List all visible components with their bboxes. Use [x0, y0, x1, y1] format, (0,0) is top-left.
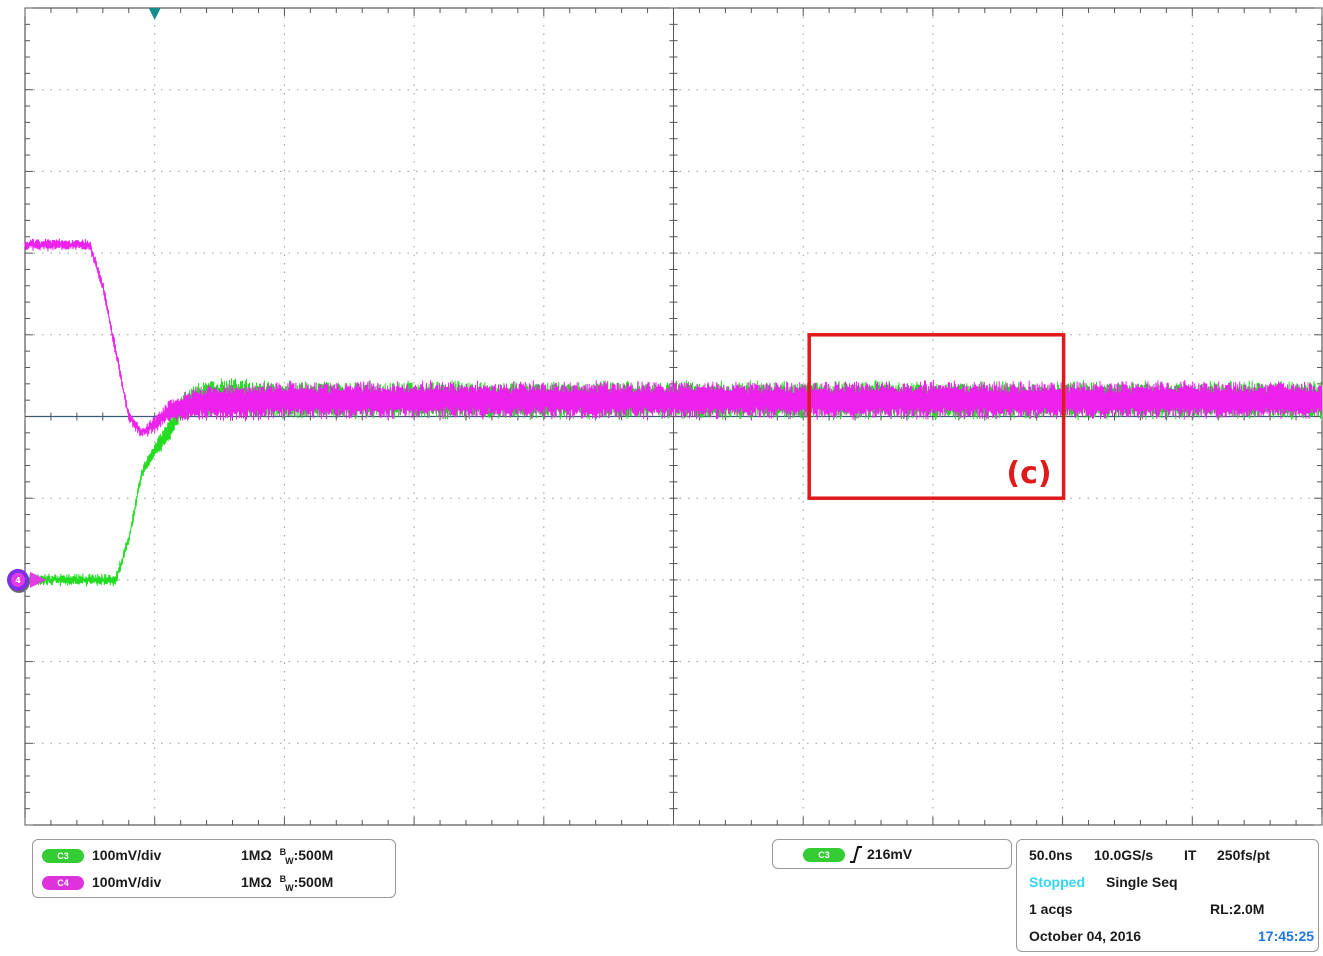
channel-c4-coupling: 1MΩ BW:500M: [241, 874, 334, 893]
rising-edge-icon: [850, 846, 862, 863]
markers: 4: [7, 8, 161, 593]
traces: [24, 238, 1323, 587]
acquisition-status[interactable]: Stopped: [1029, 874, 1085, 890]
capture-date: October 04, 2016: [1029, 928, 1142, 944]
annotation-label: (c): [1006, 456, 1051, 491]
acquisition-count: 1 acqs: [1029, 901, 1073, 917]
timebase-value: 50.0ns: [1029, 847, 1073, 863]
interpolation-mode: IT: [1184, 847, 1197, 863]
trigger-source-badge[interactable]: C3: [803, 848, 845, 862]
record-length: RL:2.0M: [1210, 901, 1265, 917]
ground-marker-label: 4: [15, 576, 21, 585]
trigger-level: 216mV: [867, 846, 913, 862]
oscilloscope-plot: (c) 4: [7, 7, 1323, 826]
annotations: (c): [807, 333, 1066, 500]
channel-c3-scale: 100mV/div: [92, 847, 162, 863]
trace-c4: [24, 238, 1323, 437]
channel-c3-coupling: 1MΩ BW:500M: [241, 847, 334, 866]
trigger-settings-box: C3 216mV: [772, 839, 1012, 869]
acquisition-mode[interactable]: Single Seq: [1106, 874, 1178, 890]
channel-c3-badge[interactable]: C3: [42, 849, 84, 863]
capture-time: 17:45:25: [1258, 928, 1315, 944]
channel-settings-box: C3 100mV/div 1MΩ BW:500M C4 100mV/div 1M…: [32, 839, 396, 898]
trigger-position-icon: [148, 8, 161, 20]
channel-c3-bandwidth: BW:500M: [279, 847, 334, 866]
channel-c4-scale: 100mV/div: [92, 874, 162, 890]
channel-c4-ground-arrow: [30, 571, 46, 588]
channel-c4-impedance: 1MΩ: [241, 874, 272, 890]
channel-c4-bandwidth: BW:500M: [279, 874, 334, 893]
sample-rate: 10.0GS/s: [1094, 847, 1154, 863]
channel-c4-badge[interactable]: C4: [42, 876, 84, 890]
grid: [24, 7, 1323, 826]
annotation-box: [807, 333, 1066, 500]
timebase-box: 50.0ns 10.0GS/s IT 250fs/pt Stopped Sing…: [1016, 839, 1319, 952]
time-resolution: 250fs/pt: [1217, 847, 1270, 863]
channel-c3-impedance: 1MΩ: [241, 847, 272, 863]
channel-ground-marker-inner: [11, 572, 25, 587]
